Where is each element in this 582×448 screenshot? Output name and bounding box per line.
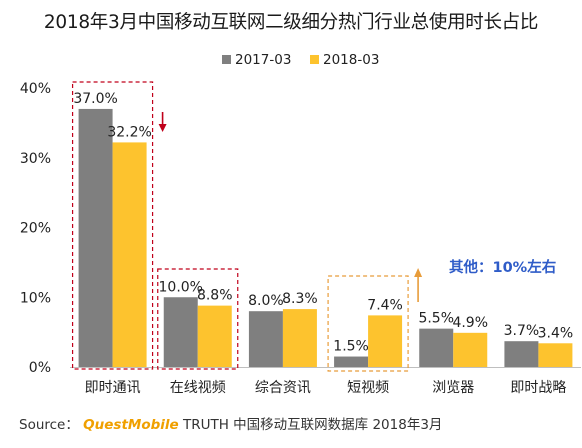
bar — [419, 328, 454, 367]
bar — [368, 315, 403, 367]
data-label: 1.5% — [333, 339, 369, 355]
legend-swatch — [222, 55, 231, 64]
bar — [538, 343, 573, 367]
source-note: Source： QuestMobile TRUTH 中国移动互联网数据库 201… — [19, 413, 442, 433]
annotations: 其他：10%左右 — [71, 81, 556, 372]
source-prefix: Source： — [19, 417, 79, 433]
x-axis: 即时通讯 在线视频 综合资讯 短视频 浏览器 即时战略 — [85, 380, 567, 396]
y-axis: 0% 10% 20% 30% 40% — [20, 81, 581, 376]
data-label: 4.9% — [452, 315, 488, 331]
source-rest: TRUTH 中国移动互联网数据库 2018年3月 — [178, 417, 443, 433]
highlight-box — [157, 268, 239, 370]
data-label: 5.5% — [418, 311, 454, 327]
bar — [197, 305, 232, 367]
y-tick-label: 30% — [20, 151, 51, 167]
y-tick-label: 40% — [20, 81, 51, 97]
bar — [248, 311, 283, 367]
legend-label: 2018-03 — [323, 52, 379, 68]
data-label: 7.4% — [367, 297, 403, 313]
data-label: 3.7% — [504, 323, 540, 339]
data-label: 32.2% — [107, 124, 151, 140]
data-label: 37.0% — [73, 91, 117, 107]
data-label: 8.0% — [248, 293, 284, 309]
legend: 2017-03 2018-03 — [222, 52, 379, 68]
bar — [112, 142, 147, 367]
bars — [78, 108, 573, 368]
data-label: 8.3% — [282, 291, 318, 307]
x-tick-label: 即时战略 — [510, 380, 566, 396]
bar — [453, 332, 488, 367]
bar — [163, 297, 198, 367]
other-annotation: 其他：10%左右 — [449, 258, 556, 276]
bar — [282, 309, 317, 367]
up-arrow-icon — [414, 268, 423, 277]
x-tick-label: 短视频 — [347, 380, 389, 396]
y-tick-label: 20% — [20, 221, 51, 237]
bar — [334, 356, 369, 367]
y-tick-label: 10% — [20, 290, 51, 306]
x-tick-label: 浏览器 — [432, 380, 474, 396]
down-arrow-icon — [158, 124, 167, 132]
x-tick-label: 综合资讯 — [255, 380, 311, 396]
data-label: 10.0% — [159, 279, 203, 295]
highlight-box — [327, 275, 409, 372]
x-tick-label: 即时通讯 — [85, 380, 141, 396]
source-brand: QuestMobile — [83, 417, 179, 433]
value-labels: 37.0% 32.2% 10.0%8.8% 8.0%8.3% 1.5% 7.4% 5.5%4… — [73, 91, 573, 355]
highlight-box — [71, 81, 154, 370]
data-label: 3.4% — [538, 325, 574, 341]
legend-label: 2017-03 — [235, 52, 291, 68]
y-tick-label: 0% — [29, 360, 51, 376]
x-tick-label: 在线视频 — [170, 380, 226, 396]
bar — [78, 108, 113, 368]
legend-swatch — [310, 55, 319, 64]
chart-title: 2018年3月中国移动互联网二级细分热门行业总使用时长占比 — [43, 12, 539, 33]
bar — [504, 341, 539, 367]
data-label: 8.8% — [197, 288, 233, 304]
